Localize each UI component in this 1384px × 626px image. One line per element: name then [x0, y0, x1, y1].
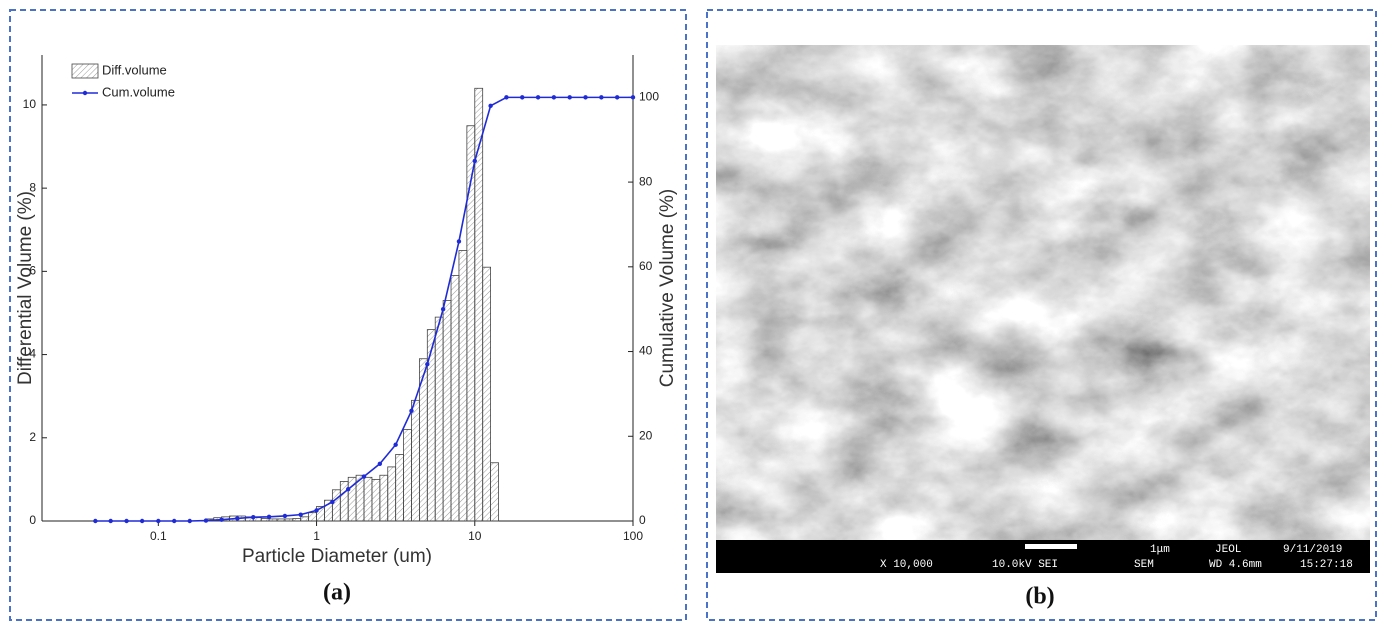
cumulative-point — [393, 442, 398, 447]
histogram-bar — [474, 87, 484, 522]
legend-swatch — [82, 90, 88, 96]
x-axis-label: Particle Diameter (um) — [242, 546, 432, 567]
x-tick-label: 100 — [623, 529, 643, 543]
y-tick-label: 8 — [29, 180, 36, 194]
cumulative-point — [139, 518, 145, 524]
cumulative-point — [345, 487, 351, 492]
histogram-bar — [482, 266, 492, 522]
panel-label: (b) — [1025, 584, 1054, 610]
cumulative-point — [156, 518, 161, 524]
histogram-bar — [363, 476, 373, 522]
cumulative-point — [298, 512, 303, 517]
histogram-bar — [331, 489, 341, 522]
y-tick-label: 6 — [29, 264, 36, 278]
cumulative-point — [488, 103, 493, 109]
x-tick-label: 10 — [468, 529, 482, 543]
y-tick-label: 4 — [29, 347, 36, 361]
panel-frame — [9, 9, 687, 621]
histogram-bar — [411, 399, 420, 522]
legend-label: Diff.volume — [102, 62, 167, 77]
histogram-bar — [403, 429, 412, 522]
cumulative-point — [377, 461, 383, 467]
sem-maker: JEOL — [1215, 544, 1241, 556]
scale-bar — [1025, 544, 1077, 549]
sem-scale: 1μm — [1150, 544, 1170, 556]
cumulative-point — [361, 474, 367, 479]
cumulative-point — [599, 95, 604, 100]
sem-wd: WD 4.6mm — [1209, 559, 1262, 571]
y-axis-label: Differential Volume (%) — [15, 191, 36, 385]
y-tick-label: 2 — [29, 430, 36, 444]
cumulative-point — [235, 516, 240, 521]
cumulative-point — [472, 158, 477, 164]
cumulative-line — [95, 96, 633, 522]
cumulative-point — [504, 95, 509, 100]
sem-mode: SEM — [1134, 559, 1154, 571]
histogram-bar — [292, 518, 302, 522]
histogram-bar — [387, 466, 397, 522]
sem-time: 15:27:18 — [1300, 559, 1353, 571]
histogram-bar — [379, 474, 389, 522]
cumulative-point — [124, 518, 129, 524]
cumulative-point — [567, 95, 572, 100]
y2-tick-label: 60 — [639, 259, 653, 273]
y-tick-label: 10 — [23, 97, 37, 111]
histogram-bar — [395, 454, 404, 522]
cumulative-point — [456, 239, 462, 244]
cumulative-point — [108, 518, 113, 524]
y2-axis-label: Cumulative Volume (%) — [657, 189, 678, 388]
x-tick-label: 1 — [313, 529, 320, 543]
y2-tick-label: 0 — [639, 513, 646, 527]
legend-label: Cum.volume — [102, 84, 175, 99]
cumulative-point — [583, 95, 588, 100]
sem-date: 9/11/2019 — [1283, 544, 1342, 556]
sem-voltage: 10.0kV SEI — [992, 559, 1058, 571]
histogram-bar — [284, 518, 294, 522]
cumulative-point — [314, 508, 319, 513]
cumulative-point — [520, 95, 525, 100]
sem-photo — [716, 45, 1370, 541]
y2-tick-label: 100 — [639, 90, 659, 104]
cumulative-point — [425, 362, 430, 367]
histogram-bar — [300, 516, 310, 522]
histogram-bar — [371, 478, 381, 522]
cumulative-point — [614, 95, 620, 100]
y2-tick-label: 80 — [639, 174, 653, 188]
cumulative-point — [251, 514, 256, 520]
histogram-bar — [442, 300, 452, 522]
histogram-bar — [450, 275, 460, 522]
histogram-bar — [260, 518, 270, 522]
cumulative-point — [282, 513, 288, 519]
cumulative-point — [551, 95, 557, 100]
histogram-bar — [458, 250, 468, 522]
x-tick-label: 0.1 — [150, 529, 167, 543]
cumulative-point — [330, 499, 335, 505]
panel-label: (a) — [323, 580, 351, 606]
cumulative-point — [93, 518, 98, 524]
panel-frame — [706, 9, 1377, 621]
histogram-bar — [490, 462, 499, 522]
histogram-bar — [276, 518, 286, 522]
y2-tick-label: 40 — [639, 344, 653, 358]
chart: Particle Diameter (um) Differential Volu… — [15, 55, 678, 567]
histogram-bar — [268, 518, 278, 522]
histogram-bar — [308, 512, 317, 522]
cumulative-point — [535, 95, 541, 100]
histogram-bar — [434, 316, 444, 522]
sem-magnification: X 10,000 — [880, 559, 933, 571]
cumulative-point — [172, 518, 177, 524]
cumulative-point — [630, 95, 636, 100]
legend-swatch — [71, 63, 99, 79]
cumulative-point — [266, 514, 272, 519]
cumulative-point — [409, 408, 414, 414]
y-tick-label: 0 — [29, 513, 36, 527]
cumulative-point — [187, 518, 192, 524]
cumulative-point — [440, 306, 446, 312]
y2-tick-label: 20 — [639, 428, 653, 442]
sem-image: 1μm JEOL 9/11/2019 X 10,000 10.0kV SEI S… — [716, 45, 1370, 573]
cumulative-point — [203, 518, 209, 523]
cumulative-point — [219, 517, 224, 522]
